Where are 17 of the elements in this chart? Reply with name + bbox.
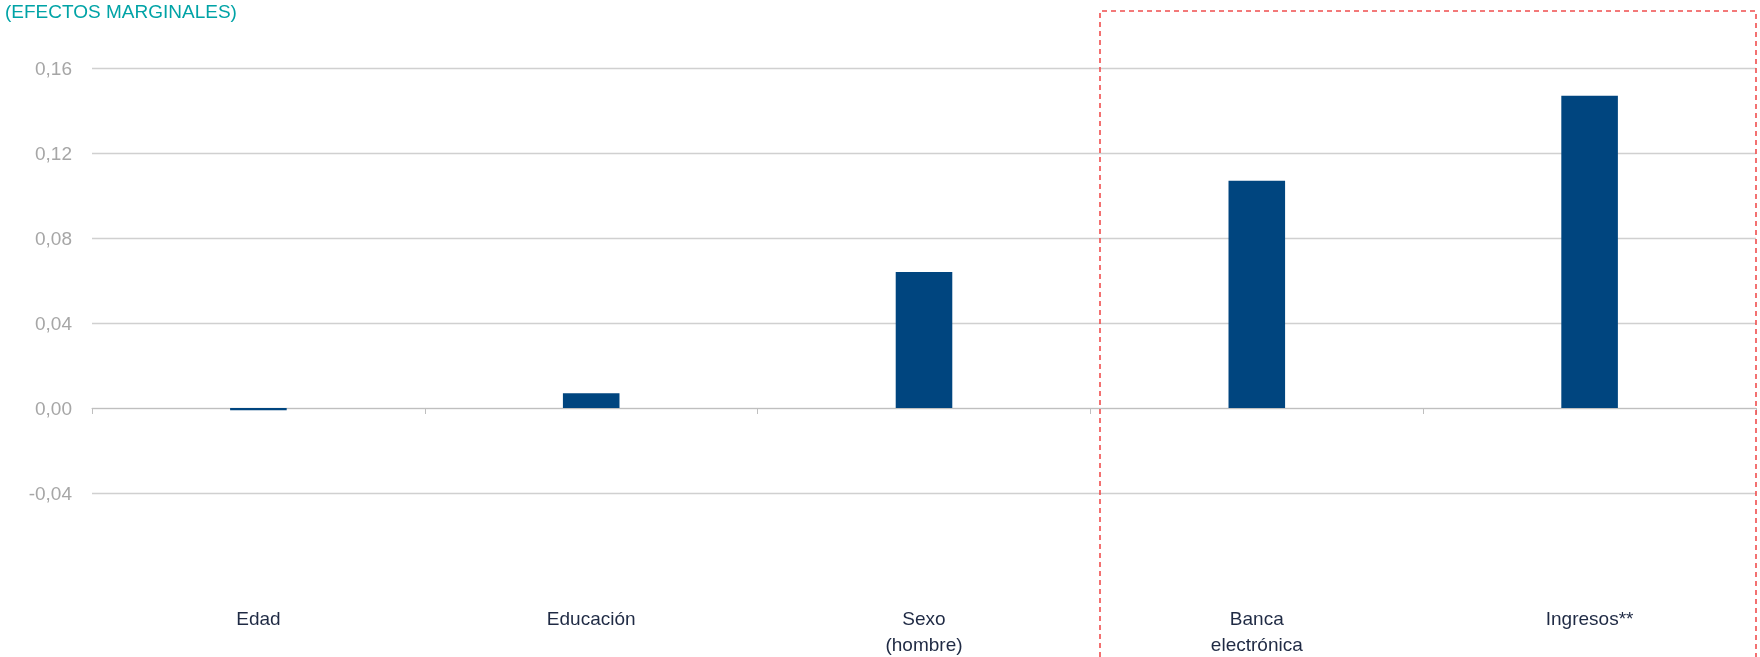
- y-tick-label: 0,16: [35, 57, 72, 79]
- x-tick-label: Edad: [236, 607, 281, 629]
- bar: [230, 408, 287, 411]
- y-tick-label: 0,00: [35, 397, 72, 419]
- x-tick-label: Educación: [546, 607, 636, 629]
- y-tick-label: 0,04: [35, 312, 73, 334]
- bar: [895, 272, 953, 408]
- y-tick-label: 0,08: [35, 227, 72, 249]
- x-tick-label: Banca electrónica: [1210, 607, 1304, 655]
- bar: [1228, 180, 1286, 408]
- bar: [562, 393, 620, 408]
- x-tick-label: Ingresos**: [1545, 607, 1635, 629]
- y-tick-label: 0,12: [35, 142, 72, 164]
- y-tick-label: -0,04: [28, 482, 73, 504]
- bar: [1561, 95, 1618, 408]
- y-axis-title: (EFECTOS MARGINALES): [5, 1, 237, 22]
- x-tick-label: Sexo (hombre): [885, 607, 963, 655]
